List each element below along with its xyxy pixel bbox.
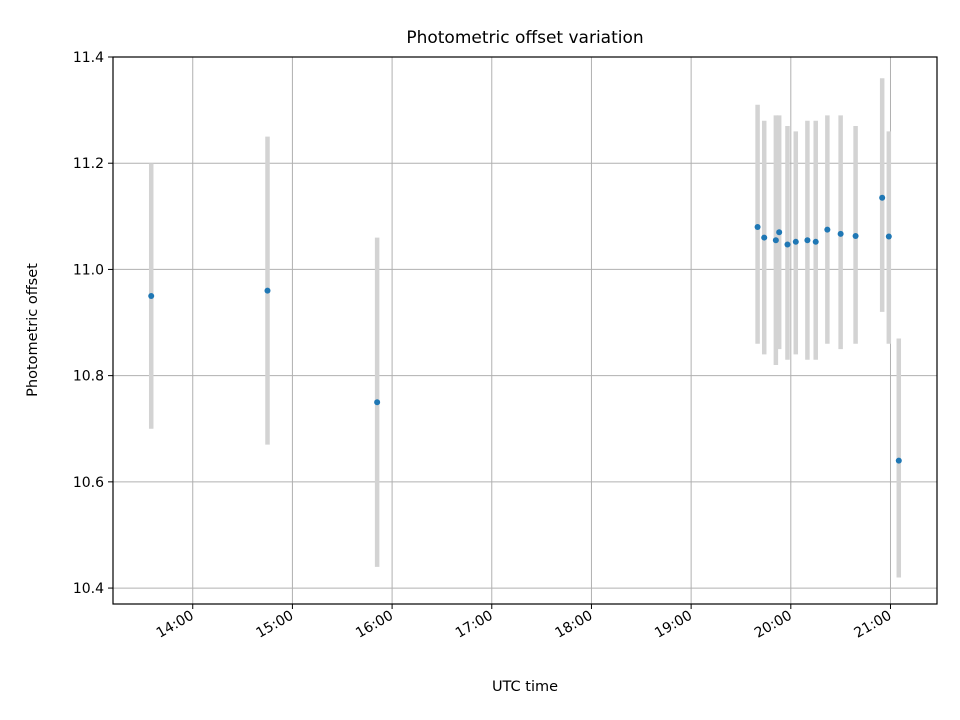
data-point bbox=[776, 229, 783, 236]
data-point bbox=[754, 223, 761, 230]
data-point bbox=[812, 238, 819, 245]
y-tick-label: 11.2 bbox=[73, 156, 104, 172]
data-point bbox=[852, 232, 859, 239]
data-point bbox=[792, 238, 799, 245]
y-axis-ticks: 10.4 10.6 10.8 11.0 11.2 11.4 bbox=[73, 50, 113, 597]
y-tick-label: 10.6 bbox=[73, 475, 104, 491]
y-tick-label: 11.4 bbox=[73, 50, 104, 66]
data-point bbox=[772, 237, 779, 244]
data-point bbox=[264, 287, 271, 294]
y-tick-label: 10.8 bbox=[73, 369, 104, 385]
data-point bbox=[761, 234, 768, 241]
data-point bbox=[804, 237, 811, 244]
data-point bbox=[374, 399, 381, 406]
data-point bbox=[148, 292, 155, 299]
data-point bbox=[879, 194, 886, 201]
data-point bbox=[784, 241, 791, 248]
chart-title: Photometric offset variation bbox=[406, 28, 643, 48]
y-tick-label: 10.4 bbox=[73, 581, 104, 597]
data-point bbox=[895, 457, 902, 464]
y-tick-label: 11.0 bbox=[73, 262, 104, 278]
y-axis-label: Photometric offset bbox=[25, 263, 41, 397]
data-points bbox=[148, 194, 902, 464]
data-point bbox=[824, 226, 831, 233]
data-point bbox=[837, 230, 844, 237]
x-axis-label: UTC time bbox=[492, 679, 558, 695]
data-point bbox=[885, 233, 892, 240]
plot-frame bbox=[112, 56, 938, 605]
